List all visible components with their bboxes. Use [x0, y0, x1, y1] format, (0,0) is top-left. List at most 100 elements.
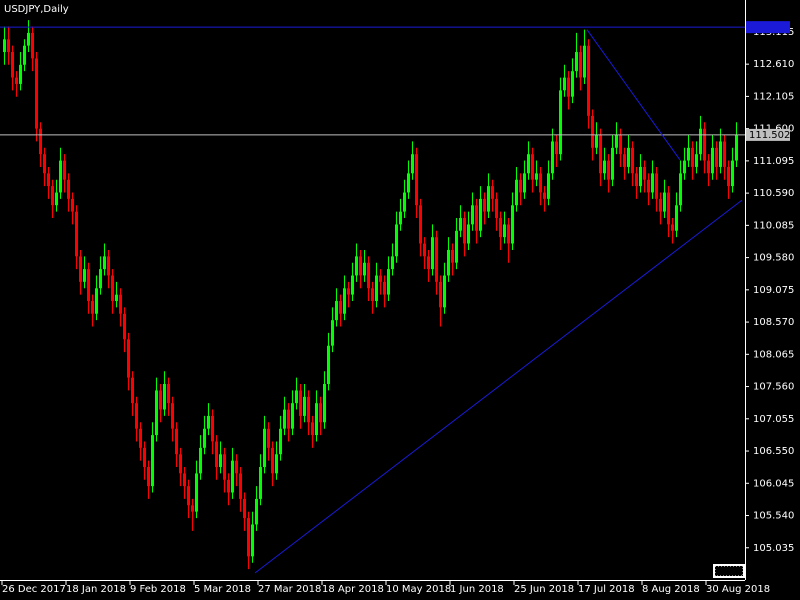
candle-body [171, 403, 174, 429]
candle-body [707, 160, 710, 174]
candle-body [583, 45, 586, 78]
candle-body [207, 415, 210, 429]
candle-body [675, 205, 678, 231]
candle-body [35, 58, 38, 129]
candle-body [111, 275, 114, 302]
candle-body [63, 160, 66, 180]
candle-body [459, 218, 462, 231]
candle-body [551, 141, 554, 174]
candle-body [415, 154, 418, 206]
candle-body [335, 301, 338, 321]
y-tick-label: 112.105 [753, 91, 794, 102]
candle-body [419, 205, 422, 244]
candle-body [403, 192, 406, 212]
candle-body [439, 281, 442, 308]
candle-body [715, 147, 718, 167]
candle-body [575, 52, 578, 72]
candle-body [267, 428, 270, 448]
candle-body [11, 52, 14, 78]
candle-body [91, 301, 94, 314]
candle-body [255, 498, 258, 525]
candle-body [683, 160, 686, 174]
bid-label: 111.502 [749, 130, 790, 141]
candle-body [123, 313, 126, 340]
candle-body [391, 256, 394, 270]
scroll-icon [713, 564, 745, 578]
trend-line [586, 29, 681, 161]
candle-body [15, 77, 18, 84]
candle-body [251, 524, 254, 557]
candle-body [499, 218, 502, 238]
candle-body [179, 454, 182, 474]
candle-body [315, 403, 318, 436]
x-tick-label: 30 Aug 2018 [706, 584, 770, 595]
candle-body [475, 205, 478, 231]
candle-body [699, 128, 702, 155]
candle-body [31, 32, 34, 59]
candle-body [467, 224, 470, 244]
candle-body [735, 135, 738, 161]
candle-body [27, 32, 30, 46]
x-tick-label: 1 Jun 2018 [450, 584, 504, 595]
horizontal-line-tag [746, 21, 790, 34]
candle-body [483, 198, 486, 212]
candle-body [507, 224, 510, 244]
y-tick-label: 106.045 [753, 478, 794, 489]
candle-body [83, 269, 86, 282]
candle-body [223, 454, 226, 480]
candle-body [279, 428, 282, 455]
candle-body [719, 141, 722, 167]
candle-body [447, 249, 450, 276]
candle-body [319, 403, 322, 423]
x-tick-label: 27 Mar 2018 [258, 584, 321, 595]
x-tick-label: 5 Mar 2018 [194, 584, 251, 595]
candle-body [367, 262, 370, 289]
candle-body [263, 428, 266, 468]
candle-body [327, 345, 330, 385]
candle-body [567, 77, 570, 97]
candle-body [607, 160, 610, 180]
candle-body [555, 141, 558, 155]
candle-body [359, 256, 362, 276]
candle-body [343, 288, 346, 314]
candle-body [299, 390, 302, 416]
candle-body [411, 154, 414, 174]
candle-body [75, 211, 78, 257]
candle-body [611, 147, 614, 180]
candle-body [571, 71, 574, 97]
candle-body [39, 128, 42, 155]
candle-body [487, 186, 490, 212]
candle-body [59, 160, 62, 193]
candle-body [479, 198, 482, 231]
candle-body [655, 173, 658, 199]
candle-body [491, 186, 494, 199]
candle-body [363, 262, 366, 276]
candle-body [435, 237, 438, 282]
candle-body [323, 384, 326, 423]
candle-body [103, 256, 106, 270]
candle-body [175, 428, 178, 455]
candle-body [159, 390, 162, 410]
candle-body [639, 166, 642, 187]
candle-body [271, 447, 274, 474]
candle-body [495, 198, 498, 219]
chart-title: USDJPY,Daily [4, 4, 69, 15]
candle-body [331, 320, 334, 346]
candle-body [95, 288, 98, 314]
candle-body [287, 409, 290, 429]
candle-body [235, 460, 238, 474]
candle-body [679, 173, 682, 206]
candle-body [219, 454, 222, 468]
candle-body [303, 396, 306, 416]
candle-body [603, 160, 606, 174]
candle-body [379, 275, 382, 282]
candle-body [731, 160, 734, 187]
candle-body [659, 198, 662, 212]
objects-layer: 111.502 [0, 21, 790, 574]
candle-body [107, 256, 110, 276]
y-tick-label: 108.570 [753, 317, 794, 328]
candle-body [451, 249, 454, 263]
candle-body [547, 173, 550, 199]
candle-body [99, 269, 102, 289]
